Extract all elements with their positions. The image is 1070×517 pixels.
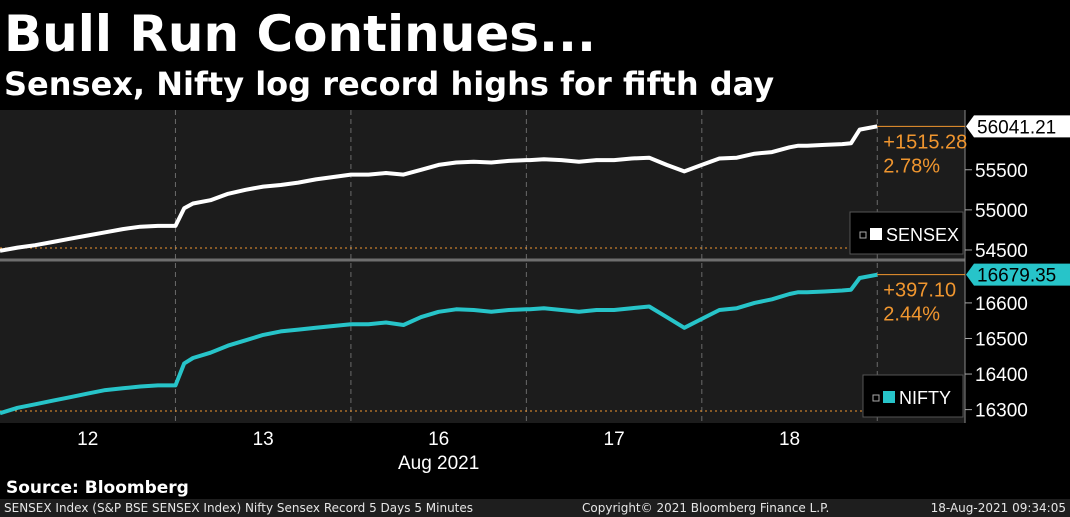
vertical-grid (174, 110, 878, 423)
source-note: Source: Bloomberg (6, 478, 189, 498)
nifty-legend-swatch (883, 391, 895, 403)
sensex-change-points: +1515.28 (883, 131, 967, 153)
chart-title: Bull Run Continues... (4, 5, 597, 63)
x-tick-label: 18 (779, 429, 800, 450)
sensex-panel: 54500 55000 55500 56041.21 +1515.282.78% SENS… (0, 115, 1070, 262)
nifty-panel: 16300 16400 16500 16600 16679.35 +397.102.44%… (0, 263, 1070, 422)
x-tick-label: 16 (428, 429, 449, 450)
footer-bar: SENSEX Index (S&P BSE SENSEX Index) Nift… (0, 499, 1070, 517)
sensex-y-tick-label: 54500 (975, 241, 1028, 262)
nifty-last-value-box (966, 263, 1070, 286)
chart-area: 54500 55000 55500 56041.21 +1515.282.78% SENS… (0, 110, 1070, 474)
footer-description: SENSEX Index (S&P BSE SENSEX Index) Nift… (4, 501, 474, 515)
sensex-last-value: 56041.21 (977, 117, 1056, 138)
nifty-line (0, 272, 878, 416)
nifty-legend-box (862, 374, 964, 418)
nifty-change-percent: 2.44% (883, 304, 940, 326)
sensex-legend-box (849, 211, 964, 255)
sensex-change-percent: 2.78% (883, 155, 940, 177)
nifty-legend-toggle-icon (872, 394, 880, 402)
x-axis-label: Aug 2021 (398, 453, 479, 474)
sensex-last-value-box (966, 115, 1070, 138)
sensex-legend-swatch (870, 228, 882, 240)
x-axis: 12 13 16 17 18 Aug 2021 (77, 429, 800, 474)
nifty-change-points: +397.10 (883, 280, 956, 302)
footer-timestamp: 18-Aug-2021 09:34:05 (930, 501, 1066, 515)
sensex-legend-toggle-icon (859, 231, 867, 239)
plot-background (0, 110, 965, 423)
sensex-y-tick-label: 55500 (975, 161, 1028, 182)
sensex-y-tick-label: 55000 (975, 201, 1028, 222)
chart-subtitle: Sensex, Nifty log record highs for fifth… (4, 65, 775, 103)
x-tick-label: 17 (604, 429, 625, 450)
nifty-y-tick-label: 16300 (975, 401, 1028, 422)
footer-copyright: Copyright© 2021 Bloomberg Finance L.P. (582, 501, 830, 515)
nifty-y-tick-label: 16600 (975, 294, 1028, 315)
nifty-y-tick-label: 16400 (975, 365, 1028, 386)
nifty-y-tick-label: 16500 (975, 329, 1028, 350)
nifty-last-value: 16679.35 (977, 266, 1056, 287)
x-tick-label: 13 (253, 429, 274, 450)
x-tick-label: 12 (77, 429, 98, 450)
sensex-legend-label: SENSEX (886, 225, 959, 245)
sensex-line (0, 124, 878, 253)
nifty-legend-label: NIFTY (899, 388, 951, 408)
